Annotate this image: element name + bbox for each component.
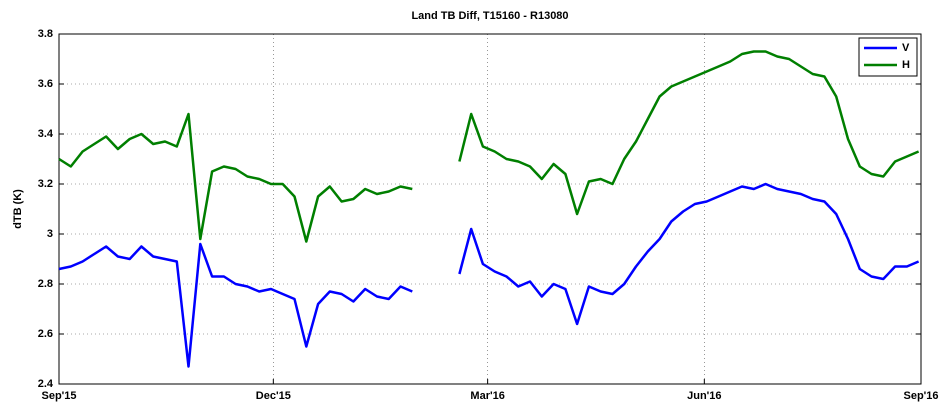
plot-frame — [58, 33, 922, 385]
x-tick-label: Dec'15 — [256, 390, 291, 402]
y-tick-label: 2.4 — [38, 378, 54, 390]
y-tick-label: 3.2 — [38, 178, 53, 190]
y-axis-label: dTB (K) — [12, 189, 24, 229]
series-line — [58, 182, 920, 368]
legend-label: V — [902, 42, 910, 54]
x-tick-label: Mar'16 — [470, 390, 504, 402]
y-tick-label: 3.4 — [38, 128, 54, 140]
y-tick-label: 2.8 — [38, 278, 53, 290]
x-tick-label: Sep'16 — [903, 390, 938, 402]
y-tick-label: 3.8 — [38, 28, 53, 40]
y-tick-label: 3 — [47, 228, 53, 240]
x-tick-label: Jun'16 — [687, 390, 721, 402]
legend-box — [858, 37, 918, 77]
chart-title: Land TB Diff, T15160 - R13080 — [411, 10, 568, 22]
legend-label: H — [902, 59, 910, 71]
y-tick-label: 3.6 — [38, 78, 53, 90]
series-line — [58, 50, 920, 243]
y-tick-label: 2.6 — [38, 328, 53, 340]
x-tick-label: Sep'15 — [41, 390, 76, 402]
